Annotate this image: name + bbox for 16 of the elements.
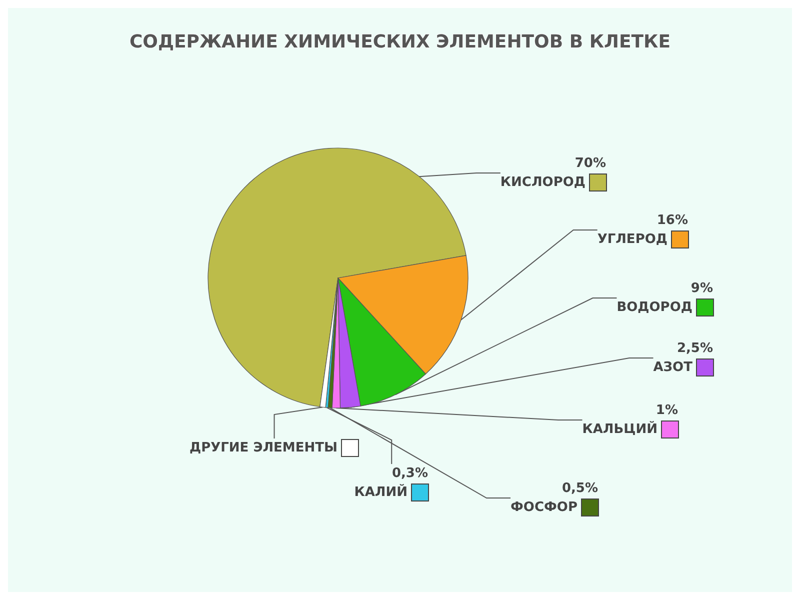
data-label: 0,3% (392, 466, 428, 481)
legend-label: КАЛЬЦИЙ (582, 420, 662, 437)
data-label: 16% (656, 213, 688, 228)
data-label: 9% (690, 281, 713, 296)
legend-label: ВОДОРОД (616, 300, 697, 315)
legend-label: КИСЛОРОД (500, 175, 590, 190)
chart-title: СОДЕРЖАНИЕ ХИМИЧЕСКИХ ЭЛЕМЕНТОВ В КЛЕТКЕ (129, 32, 671, 52)
data-label: 2,5% (676, 341, 713, 356)
legend-label: АЗОТ (653, 360, 697, 375)
legend-label: ФОСФОР (510, 500, 582, 515)
data-label: 70% (574, 156, 606, 171)
data-label: 0,5% (562, 481, 598, 496)
legend-label: ДРУГИЕ ЭЛЕМЕНТЫ (190, 440, 342, 456)
legend-label: КАЛИЙ (354, 483, 412, 500)
legend-label: УГЛЕРОД (597, 232, 672, 247)
data-label: 1% (656, 403, 678, 418)
